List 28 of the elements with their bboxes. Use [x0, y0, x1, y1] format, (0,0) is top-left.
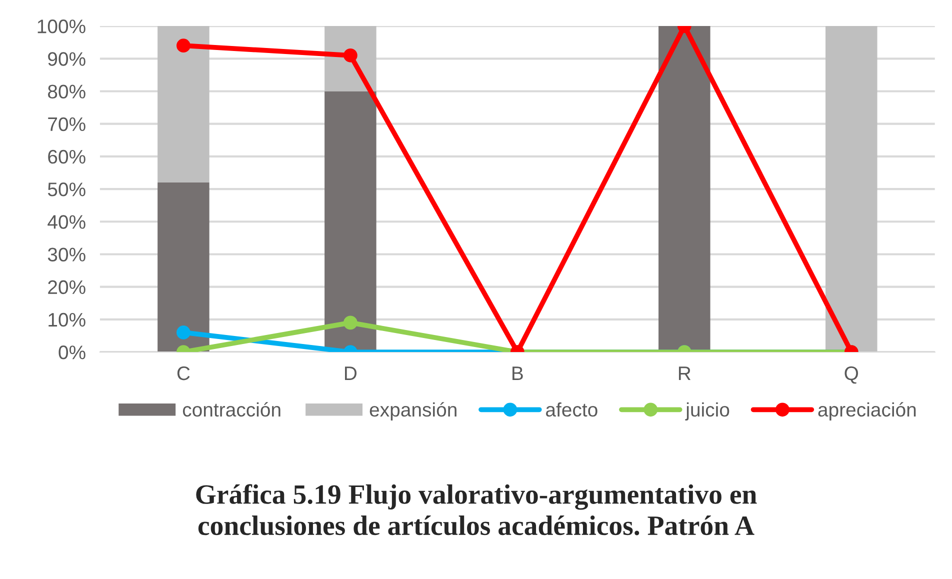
legend-label: juicio [685, 402, 730, 420]
x-tick-label: Q [844, 366, 858, 384]
y-tick-label: 20% [48, 280, 86, 294]
legend-label: contracción [182, 402, 280, 417]
y-tick-label: 50% [48, 182, 86, 196]
legend-label: afecto [546, 402, 598, 417]
legend-label: apreciación [818, 402, 916, 420]
y-tick-label: 90% [48, 52, 86, 66]
y-tick-label: 100% [38, 20, 86, 34]
bar [324, 91, 376, 352]
bar [158, 26, 210, 183]
legend-label: expansión [370, 402, 456, 420]
x-tick-label: C [177, 366, 190, 380]
bar [158, 182, 210, 352]
y-tick-label: 70% [48, 117, 86, 132]
y-tick-label: 0% [58, 346, 86, 360]
y-tick-label: 10% [48, 312, 86, 327]
y-tick-label: 80% [48, 84, 86, 98]
x-tick-label: B [512, 366, 523, 380]
y-tick-label: 60% [48, 150, 86, 164]
text: Gráfica 5.19 Flujo valorativo-argumentativo en conclusiones de artículos académicos. Patrón A [196, 484, 757, 536]
point [343, 48, 358, 62]
point [176, 38, 190, 53]
bar [825, 26, 878, 352]
x-tick-label: D [345, 366, 357, 380]
x-tick-label: R [678, 366, 691, 380]
y-tick-label: 30% [48, 248, 86, 262]
y-tick-label: 40% [48, 215, 86, 229]
